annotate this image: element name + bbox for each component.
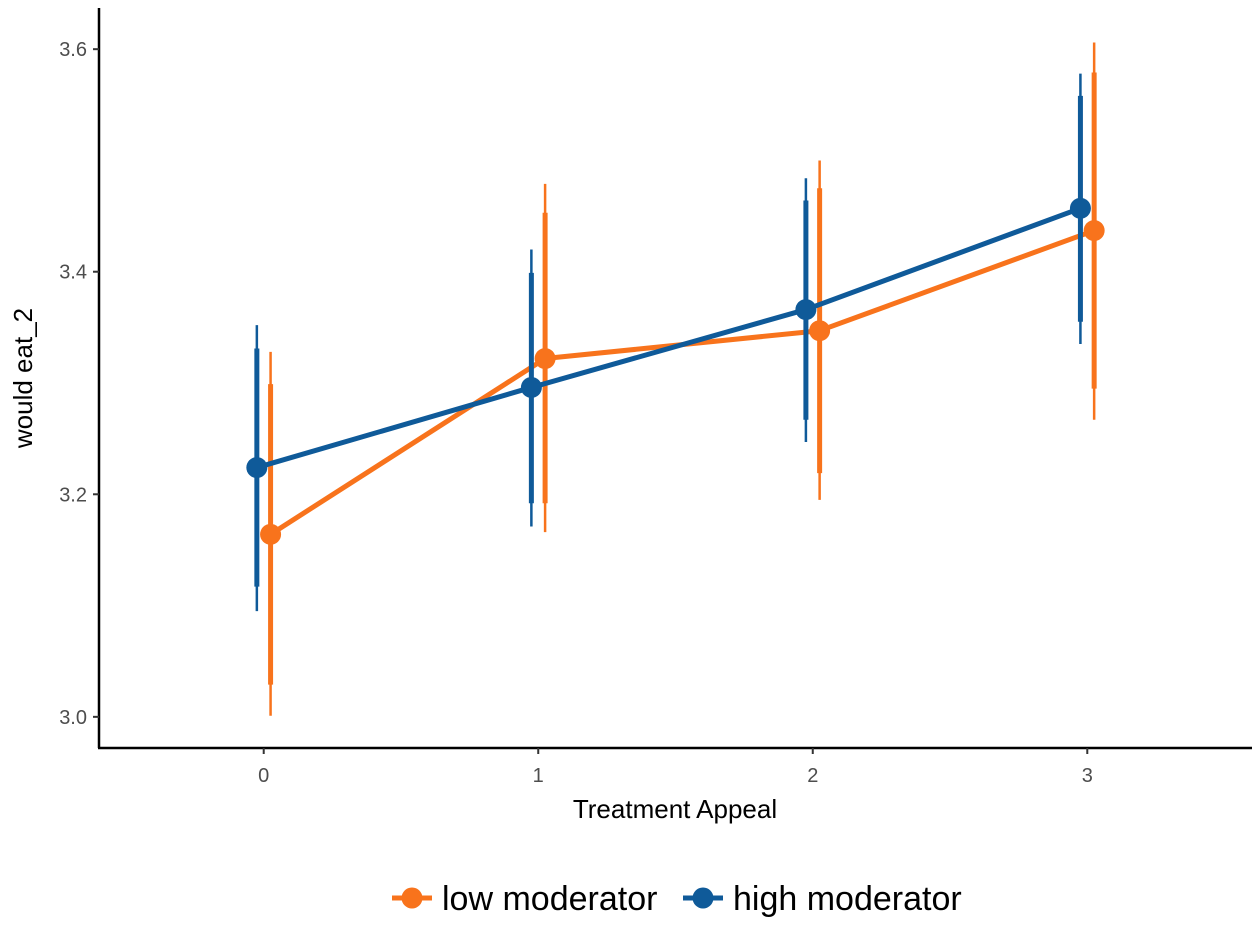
plot-area: 3.0 3.2 3.4 3.6 0 1 2 3	[59, 8, 1252, 787]
y-axis-ticks: 3.0 3.2 3.4 3.6	[59, 39, 99, 729]
x-axis-title: Treatment Appeal	[573, 794, 777, 824]
x-tick-label: 0	[258, 765, 269, 787]
x-tick-label: 1	[533, 765, 544, 787]
y-tick-label: 3.6	[59, 39, 87, 61]
data-point	[809, 320, 831, 342]
y-tick-label: 3.2	[59, 484, 87, 506]
legend-label: high moderator	[733, 880, 962, 918]
data-point	[260, 523, 282, 545]
data-point	[1083, 220, 1105, 242]
y-tick-label: 3.0	[59, 707, 87, 729]
series-low-moderator	[260, 42, 1105, 716]
series-line	[256, 205, 1082, 470]
data-point	[246, 457, 268, 479]
legend-label: low moderator	[442, 880, 657, 918]
data-point	[795, 299, 817, 321]
data-point	[520, 376, 542, 398]
legend-item: low moderator	[392, 880, 657, 918]
series-high-moderator	[246, 73, 1091, 612]
x-tick-label: 3	[1082, 765, 1093, 787]
legend-key-point	[692, 887, 714, 909]
series-line	[269, 228, 1096, 537]
data-point	[534, 348, 556, 370]
data-point	[1069, 197, 1091, 219]
legend: low moderator high moderator	[392, 880, 962, 918]
x-tick-label: 2	[807, 765, 818, 787]
x-axis-ticks: 0 1 2 3	[258, 748, 1093, 787]
y-tick-label: 3.4	[59, 262, 87, 284]
legend-item: high moderator	[683, 880, 962, 918]
y-axis-title: would eat_2	[8, 308, 38, 449]
legend-key-point	[401, 887, 423, 909]
series-layer	[246, 42, 1105, 716]
